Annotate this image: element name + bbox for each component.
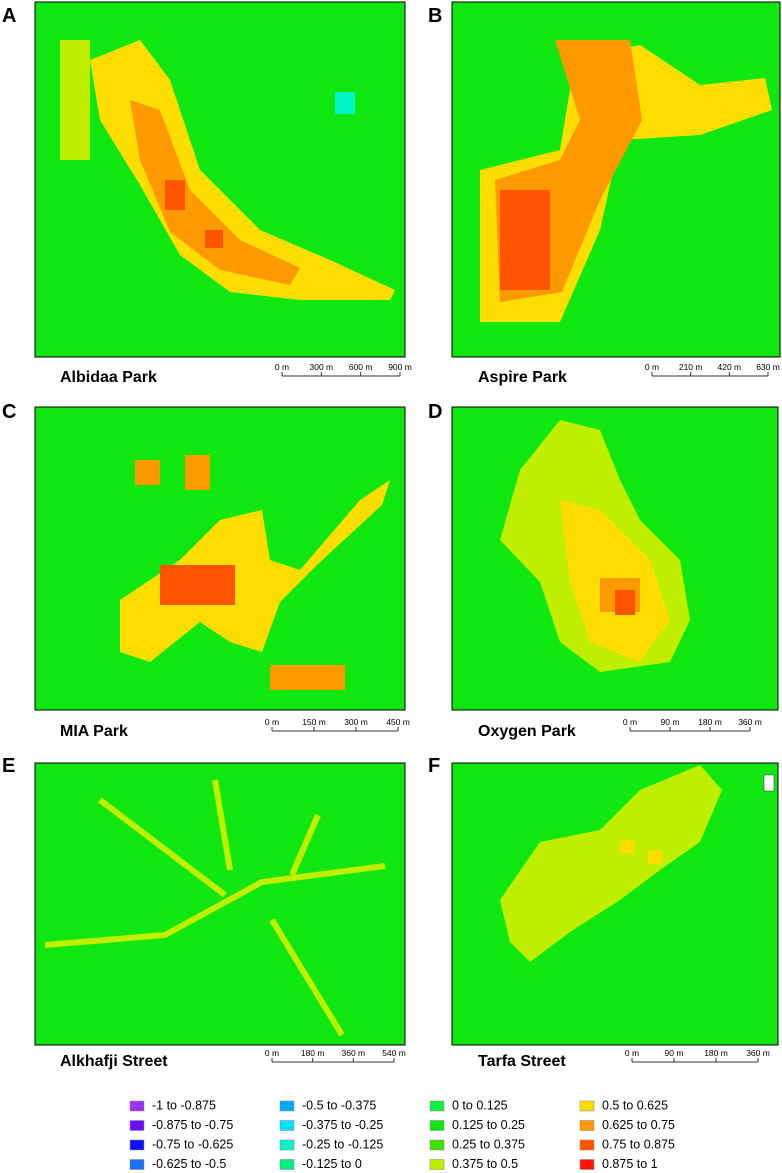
legend-label: -0.25 to -0.125 xyxy=(302,1137,383,1151)
scale-label: 300 m xyxy=(344,717,368,727)
legend-swatch xyxy=(579,1120,595,1131)
scale-label: 90 m xyxy=(665,1048,684,1058)
map-art xyxy=(34,1,781,1046)
legend-swatch xyxy=(429,1159,445,1170)
hotspot xyxy=(165,180,185,210)
scale-label: 90 m xyxy=(661,717,680,727)
panel-name: Albidaa Park xyxy=(60,369,157,386)
hotspot xyxy=(648,850,662,864)
panel-letter: E xyxy=(2,755,15,777)
scale-label: 600 m xyxy=(349,362,373,372)
panel-name: MIA Park xyxy=(60,723,128,740)
legend-label: -0.5 to -0.375 xyxy=(302,1098,376,1112)
panel-name: Oxygen Park xyxy=(478,723,576,740)
scale-label: 300 m xyxy=(310,362,334,372)
scale-label: 630 m xyxy=(756,362,780,372)
legend-label: 0.75 to 0.875 xyxy=(602,1137,675,1151)
legend-swatch xyxy=(129,1100,145,1112)
panel-letter: B xyxy=(428,5,442,27)
hotspot xyxy=(615,590,635,615)
legend-swatch xyxy=(579,1139,595,1151)
scale-label: 0 m xyxy=(275,362,289,372)
hotspot xyxy=(120,480,390,662)
scale-label: 420 m xyxy=(718,362,742,372)
legend-label: -0.125 to 0 xyxy=(302,1157,362,1171)
legend-swatch xyxy=(429,1120,445,1131)
legend-swatch xyxy=(129,1120,145,1131)
legend-label: 0.5 to 0.625 xyxy=(602,1098,668,1112)
legend-label: 0 to 0.125 xyxy=(452,1098,508,1112)
scale-label: 900 m xyxy=(388,362,412,372)
panel-name: Alkhafji Street xyxy=(60,1053,168,1070)
legend-swatch xyxy=(429,1100,445,1112)
scale-label: 360 m xyxy=(342,1048,366,1058)
scale-label: 0 m xyxy=(645,362,659,372)
hotspot xyxy=(270,665,345,690)
panel-letter: D xyxy=(428,401,442,423)
north-arrow xyxy=(763,774,775,792)
legend-label: 0.625 to 0.75 xyxy=(602,1118,675,1132)
panel-name: Aspire Park xyxy=(478,369,567,386)
hotspot xyxy=(500,190,550,290)
scale-label: 150 m xyxy=(302,717,326,727)
legend-swatch xyxy=(279,1159,295,1170)
legend-swatch xyxy=(579,1100,595,1112)
scale-label: 0 m xyxy=(265,1048,279,1058)
scale-label: 360 m xyxy=(746,1048,770,1058)
map-f xyxy=(451,762,779,1046)
panel-letter: F xyxy=(428,755,440,777)
legend-label: 0.375 to 0.5 xyxy=(452,1157,518,1171)
scale-label: 210 m xyxy=(679,362,703,372)
legend-label: 0.25 to 0.375 xyxy=(452,1137,525,1151)
legend-swatch xyxy=(129,1139,145,1151)
street-lines xyxy=(44,779,386,1037)
scale-label: 0 m xyxy=(265,717,279,727)
hotspot xyxy=(135,460,160,485)
panel-letter: C xyxy=(2,401,16,423)
scale-label: 180 m xyxy=(301,1048,325,1058)
hotspot xyxy=(160,565,235,605)
legend-label: 0.875 to 1 xyxy=(602,1157,658,1171)
legend-label: -0.75 to -0.625 xyxy=(152,1137,233,1151)
hotspot xyxy=(205,230,223,248)
legend-label: -0.375 to -0.25 xyxy=(302,1118,383,1132)
scale-label: 540 m xyxy=(382,1048,406,1058)
legend-label: -1 to -0.875 xyxy=(152,1098,216,1112)
panel-letter: A xyxy=(2,5,16,27)
legend-swatch xyxy=(429,1139,445,1151)
scale-label: 360 m xyxy=(738,717,762,727)
hotspot xyxy=(500,765,722,962)
scale-label: 0 m xyxy=(625,1048,639,1058)
scale-label: 0 m xyxy=(623,717,637,727)
map-a xyxy=(34,1,406,358)
hotspot xyxy=(185,455,210,490)
panel-name: Tarfa Street xyxy=(478,1053,566,1070)
scale-label: 450 m xyxy=(386,717,410,727)
legend-label: -0.875 to -0.75 xyxy=(152,1118,233,1132)
hotspot xyxy=(130,100,300,285)
legend-swatch xyxy=(279,1139,295,1151)
hotspot xyxy=(620,840,634,854)
legend-swatch xyxy=(579,1159,595,1170)
scale-label: 180 m xyxy=(698,717,722,727)
legend-label: -0.625 to -0.5 xyxy=(152,1157,226,1171)
legend-label: 0.125 to 0.25 xyxy=(452,1118,525,1132)
legend-swatch xyxy=(279,1100,295,1112)
legend-swatch xyxy=(279,1120,295,1131)
hotspot xyxy=(90,40,395,300)
scale-label: 180 m xyxy=(704,1048,728,1058)
legend-swatch xyxy=(129,1159,145,1170)
hotspot xyxy=(60,40,90,160)
hotspot xyxy=(335,92,355,114)
